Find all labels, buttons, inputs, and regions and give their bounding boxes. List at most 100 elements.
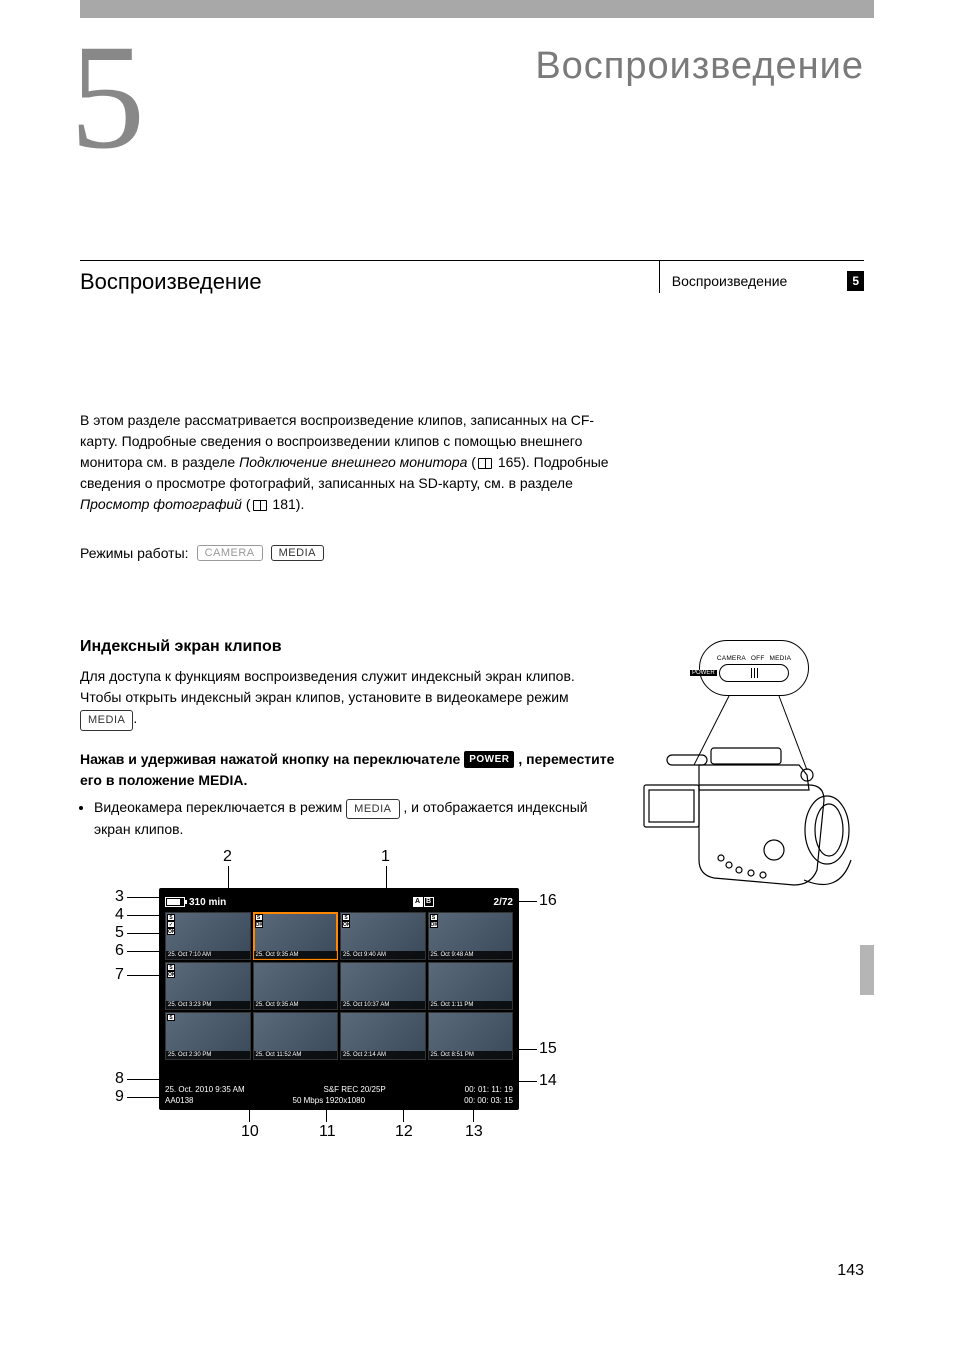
clip-thumb: 25. Oct 9:35 AM (253, 962, 339, 1010)
callout-line (127, 897, 161, 898)
callout-line (519, 1049, 537, 1050)
bullet-item: Видеокамера переключается в режим MEDIA … (94, 797, 620, 841)
body-pre: Для доступа к функциям воспроизведения с… (80, 668, 575, 705)
breadcrumb-badge: 5 (847, 271, 864, 291)
thumb-label: 25. Oct 2:14 AM (341, 1051, 425, 1059)
footer-tc2: 00: 00: 03: 15 (464, 1096, 513, 1106)
callout-line (473, 1108, 474, 1122)
chapter-number: 5 (70, 22, 145, 172)
thumb-label: 25. Oct 1:11 PM (429, 1001, 513, 1009)
section-header: Воспроизведение Воспроизведение 5 (80, 260, 864, 295)
clip-thumb: 25. Oct 11:52 AM (253, 1012, 339, 1060)
footer-date: 25. Oct. 2010 9:35 AM (165, 1085, 245, 1095)
switch-labels: CAMERA OFF MEDIA (717, 655, 791, 662)
card-indicator: A B (413, 897, 434, 907)
thumb-label: 25. Oct 8:51 PM (429, 1051, 513, 1059)
callout-line (403, 1108, 404, 1122)
screen-topbar: 310 min A B 2/72 (165, 894, 513, 910)
callout-13: 13 (465, 1123, 483, 1141)
breadcrumb-block: Воспроизведение 5 (659, 261, 864, 293)
camcorder-icon (639, 730, 869, 920)
clip-thumb: SOK 25. Oct 9:48 AM (428, 912, 514, 960)
switch-label-off: OFF (751, 655, 765, 662)
clip-thumb: SOK 25. Oct 9:40 AM (340, 912, 426, 960)
callout-2: 2 (223, 848, 232, 866)
subsection-body: Для доступа к функциям воспроизведения с… (80, 666, 620, 731)
callout-line (127, 1079, 161, 1080)
callout-line (127, 975, 161, 976)
bullet-list: Видеокамера переключается в режим MEDIA … (80, 797, 620, 841)
clip-counter: 2/72 (494, 897, 513, 908)
clip-thumb: 25. Oct 10:37 AM (340, 962, 426, 1010)
thumb-label: 25. Oct 7:10 AM (166, 951, 250, 959)
callout-14: 14 (539, 1072, 557, 1090)
inline-media-pill-2: MEDIA (346, 799, 399, 820)
top-decorative-bar (80, 0, 874, 18)
thumb-label: 25. Oct 9:35 AM (254, 951, 338, 959)
camera-body-svg (639, 730, 869, 920)
intro-ref2: 181). (269, 496, 305, 512)
intro-paragraph: В этом разделе рассматривается воспроизв… (80, 410, 620, 515)
callout-line (249, 1108, 250, 1122)
callout-9: 9 (115, 1088, 124, 1106)
card-b: B (424, 897, 434, 907)
body-post: . (133, 710, 137, 726)
callout-1: 1 (381, 848, 390, 866)
index-screen: 310 min A B 2/72 S✓OK 25. Oct 7:10 AM SO… (159, 888, 519, 1110)
clip-thumb: SOK 25. Oct 9:35 AM (253, 912, 339, 960)
thumb-label: 25. Oct 2:30 PM (166, 1051, 250, 1059)
clip-thumb: S 25. Oct 2:30 PM (165, 1012, 251, 1060)
callout-10: 10 (241, 1123, 259, 1141)
callout-16: 16 (539, 892, 557, 910)
breadcrumb: Воспроизведение (672, 273, 788, 289)
footer-format: 50 Mbps 1920x1080 (293, 1096, 366, 1106)
power-badge: POWER (464, 751, 514, 768)
intro-ref-open-2: ( (246, 496, 251, 512)
thumb-label: 25. Oct 9:48 AM (429, 951, 513, 959)
footer-clip: AA0138 (165, 1096, 193, 1106)
book-icon (478, 458, 492, 469)
footer-rec: S&F REC 20/25P (324, 1085, 386, 1095)
thumb-label: 25. Oct 11:52 AM (254, 1051, 338, 1059)
clip-thumb: S✓OK 25. Oct 7:10 AM (165, 912, 251, 960)
book-icon (253, 500, 267, 511)
callout-line (326, 1108, 327, 1122)
screen-footer: 25. Oct. 2010 9:35 AM S&F REC 20/25P 00:… (165, 1085, 513, 1106)
thumb-label: 25. Oct 3:23 PM (166, 1001, 250, 1009)
callout-12: 12 (395, 1123, 413, 1141)
chapter-title: Воспроизведение (535, 45, 864, 88)
callout-4: 4 (115, 906, 124, 924)
switch-label-media: MEDIA (770, 655, 792, 662)
footer-tc1: 00: 01: 11: 19 (465, 1085, 513, 1095)
clip-thumb: SOK 25. Oct 3:23 PM (165, 962, 251, 1010)
camera-illustration: CAMERA OFF MEDIA POWER (639, 640, 869, 930)
clip-thumb: 25. Oct 1:11 PM (428, 962, 514, 1010)
section-title: Воспроизведение (80, 269, 262, 295)
intro-link-2: Просмотр фотографий (80, 496, 242, 512)
callout-line (127, 1097, 161, 1098)
inline-media-pill: MEDIA (80, 710, 133, 731)
page-number: 143 (837, 1262, 864, 1280)
battery-icon (165, 897, 185, 907)
callout-line (519, 1081, 537, 1082)
callout-11: 11 (319, 1123, 336, 1141)
callout-7: 7 (115, 966, 124, 984)
bullet-pre: Видеокамера переключается в режим (94, 799, 346, 815)
mode-media-pill: MEDIA (271, 545, 324, 561)
mode-camera-pill: CAMERA (197, 545, 263, 561)
clip-thumb: 25. Oct 8:51 PM (428, 1012, 514, 1060)
subsection-title: Индексный экран клипов (80, 638, 620, 656)
page-tab-thumb (860, 945, 874, 995)
callout-5: 5 (115, 924, 124, 942)
card-a: A (413, 897, 423, 907)
operating-modes-row: Режимы работы: CAMERA MEDIA (80, 545, 324, 561)
callout-3: 3 (115, 888, 124, 906)
thumb-label: 25. Oct 9:35 AM (254, 1001, 338, 1009)
modes-label: Режимы работы: (80, 545, 189, 561)
thumbnail-grid: S✓OK 25. Oct 7:10 AM SOK 25. Oct 9:35 AM… (165, 912, 513, 1060)
callout-line (519, 901, 537, 902)
intro-link-1: Подключение внешнего монитора (239, 454, 467, 470)
switch-power-label: POWER (690, 670, 717, 676)
thumb-label: 25. Oct 10:37 AM (341, 1001, 425, 1009)
callout-6: 6 (115, 942, 124, 960)
